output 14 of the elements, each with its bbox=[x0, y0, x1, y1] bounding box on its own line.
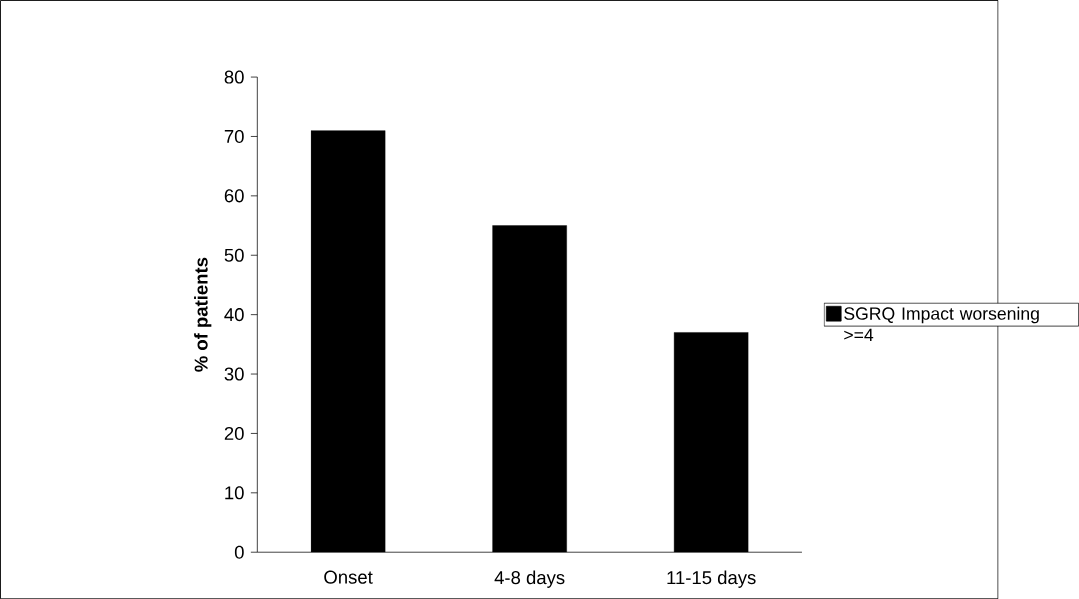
x-tick-label: Onset bbox=[324, 570, 373, 584]
y-tick-label: 50 bbox=[224, 248, 244, 262]
x-tick-label: 11-15 days bbox=[667, 570, 756, 588]
x-tick-label: 4-8 days bbox=[494, 570, 565, 588]
y-tick-label: 10 bbox=[225, 486, 244, 500]
y-tick-label: 80 bbox=[224, 70, 244, 84]
y-tick-label: 20 bbox=[224, 426, 244, 440]
y-tick-label: 40 bbox=[224, 307, 244, 322]
legend-label: SGRQ Impact worsening >=4 bbox=[844, 306, 1039, 341]
y-tick-label: 70 bbox=[224, 129, 244, 143]
y-axis-title: % of patients bbox=[194, 257, 212, 372]
y-tick-label: 30 bbox=[224, 367, 244, 381]
y-tick-label: 60 bbox=[224, 189, 244, 203]
y-tick-label: 0 bbox=[234, 545, 244, 559]
